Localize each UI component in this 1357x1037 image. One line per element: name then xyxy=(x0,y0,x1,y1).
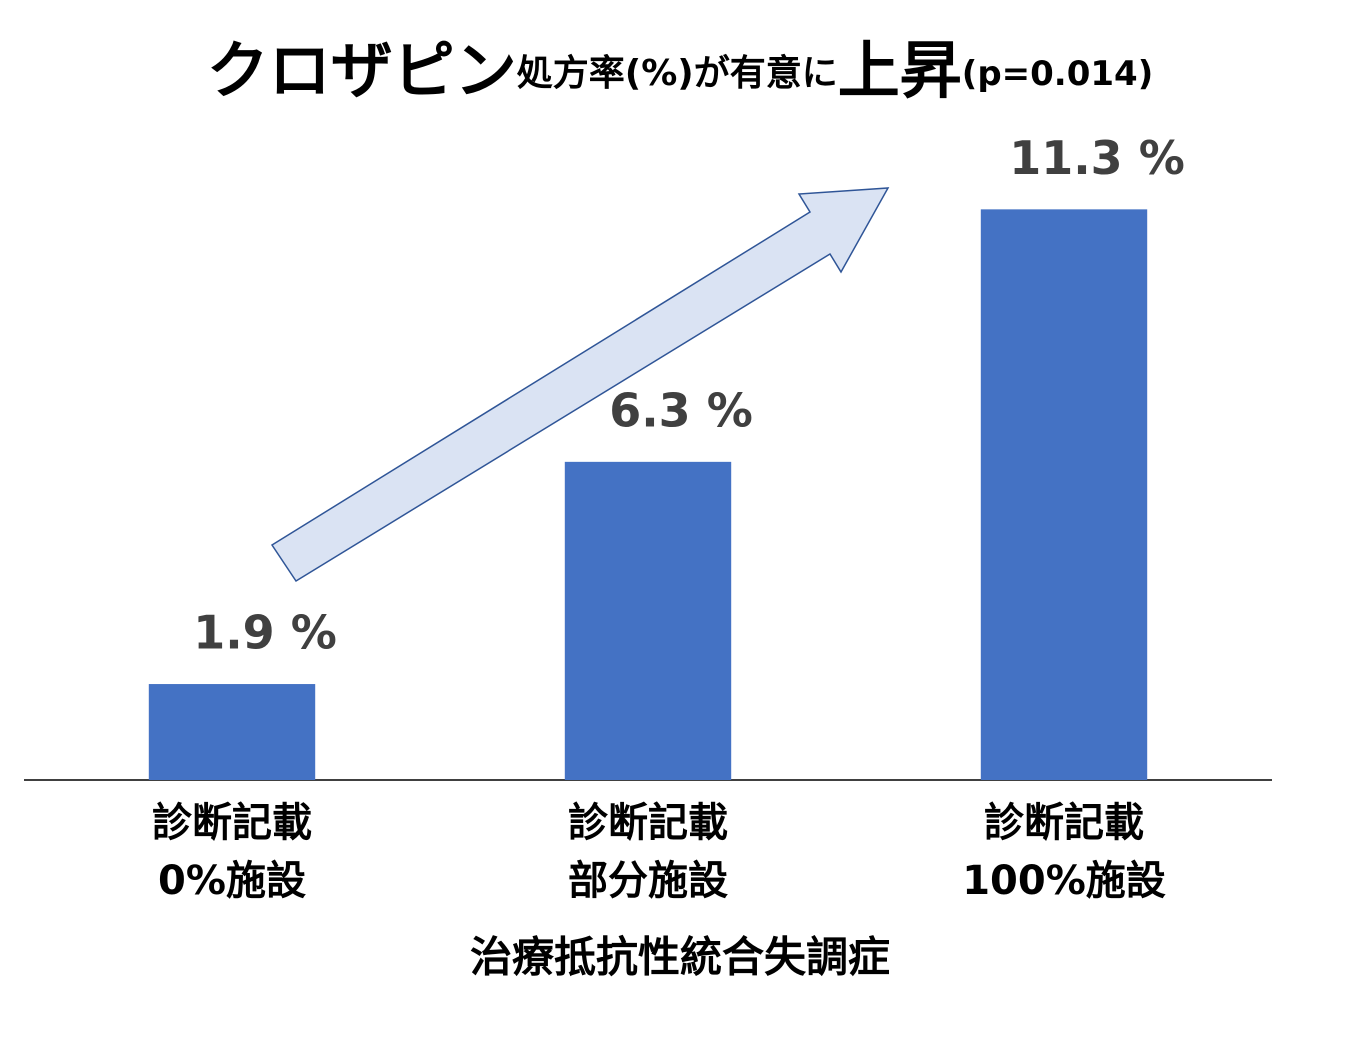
value-label: 6.3 % xyxy=(609,383,753,437)
value-label: 1.9 % xyxy=(193,606,337,660)
value-label: 11.3 % xyxy=(1009,131,1185,185)
x-tick-label: 100%施設 xyxy=(962,858,1166,904)
title-part: 上昇 xyxy=(838,34,962,107)
bar xyxy=(564,461,732,780)
x-tick-label: 部分施設 xyxy=(568,858,728,904)
trend-arrow xyxy=(270,187,890,583)
x-tick-label: 診断記載 xyxy=(152,800,312,846)
title-part: クロザピン xyxy=(207,34,517,107)
bar xyxy=(980,209,1148,781)
title-part: 処方率(%)が有意に xyxy=(517,53,838,94)
x-tick-label: 診断記載 xyxy=(984,800,1144,846)
x-tick-label: 0%施設 xyxy=(158,858,306,904)
x-tick-label: 診断記載 xyxy=(568,800,728,846)
chart-title: クロザピン処方率(%)が有意に上昇(p=0.014) xyxy=(207,34,1153,107)
bar xyxy=(148,684,316,780)
title-part: (p=0.014) xyxy=(962,54,1153,94)
x-axis-label: 治療抵抗性統合失調症 xyxy=(470,933,890,982)
